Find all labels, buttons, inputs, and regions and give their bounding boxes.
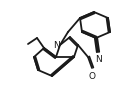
Text: O: O bbox=[89, 72, 96, 81]
Text: N: N bbox=[53, 41, 59, 49]
Text: N: N bbox=[95, 55, 101, 64]
